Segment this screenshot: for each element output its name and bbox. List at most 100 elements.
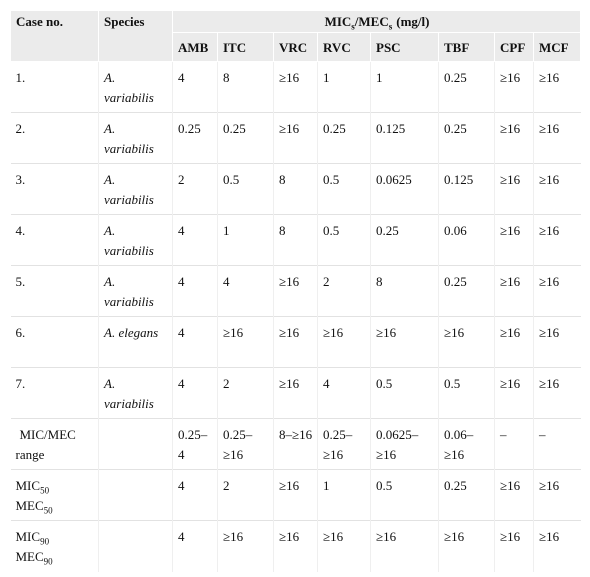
table-row: 3. A. variabilis 2 0.5 8 0.5 0.0625 0.125 ≥16 ≥16 [10, 163, 581, 215]
value-cell: 4 [172, 469, 218, 521]
species-cell: A. variabilis [98, 265, 173, 317]
value-cell: ≥16 [273, 112, 318, 164]
header-cell: TBF [438, 32, 495, 62]
species-cell: A. variabilis [98, 163, 173, 215]
value-cell: ≥16 [438, 520, 495, 572]
summary-label: MIC90 MEC90 [10, 520, 99, 572]
value-cell: 0.25–≥16 [217, 418, 274, 470]
value-cell: ≥16 [494, 469, 534, 521]
table-row: 6. A. elegans 4 ≥16 ≥16 ≥16 ≥16 ≥16 ≥16 ≥16 [10, 316, 581, 368]
value-cell: 8 [217, 61, 274, 113]
species-cell: A. variabilis [98, 214, 173, 266]
value-cell: 0.125 [370, 112, 439, 164]
mic-table: Case no. Species MICs/MECs (mg/l) AMB ITC V… [10, 10, 582, 572]
value-cell: 4 [317, 367, 371, 419]
header-cell: Case no. [10, 10, 99, 62]
text-part: MIC [15, 529, 41, 544]
value-cell: ≥16 [494, 367, 534, 419]
subscript: 90 [40, 536, 50, 547]
value-cell: 8 [273, 163, 318, 215]
case-cell: 6. [10, 316, 99, 368]
header-cell: Species [98, 10, 173, 62]
value-cell: 8 [273, 214, 318, 266]
value-cell: 4 [172, 61, 218, 113]
table-row: 1. A. variabilis 4 8 ≥16 1 1 0.25 ≥16 ≥16 [10, 61, 581, 113]
value-cell: ≥16 [532, 112, 581, 164]
table-row: 5. A. variabilis 4 4 ≥16 2 8 0.25 ≥16 ≥16 [10, 265, 581, 317]
text-part: /MEC [354, 14, 389, 29]
value-cell: 0.125 [438, 163, 495, 215]
text-part: MIC/MEC range [15, 427, 76, 462]
value-cell: 0.06 [438, 214, 495, 266]
header-cell: CPF [494, 32, 534, 62]
text-part: MIC [324, 14, 352, 29]
subscript: s [351, 21, 355, 32]
value-cell: ≥16 [532, 367, 581, 419]
value-cell: 0.25 [172, 112, 218, 164]
value-cell: – [532, 418, 581, 470]
header-cell: VRC [273, 32, 318, 62]
value-cell: ≥16 [494, 520, 534, 572]
value-cell: 1 [370, 61, 439, 113]
case-cell: 7. [10, 367, 99, 419]
value-cell: ≥16 [273, 316, 318, 368]
subscript: 50 [43, 505, 53, 516]
text-part: MIC [15, 478, 41, 493]
table-body: 1. A. variabilis 4 8 ≥16 1 1 0.25 ≥16 ≥16 2. A. var… [10, 61, 581, 572]
value-cell: ≥16 [317, 316, 371, 368]
value-cell: ≥16 [494, 163, 534, 215]
value-cell: 4 [172, 520, 218, 572]
value-cell: 0.0625 [370, 163, 439, 215]
header-cell: AMB [172, 32, 218, 62]
value-cell: ≥16 [532, 469, 581, 521]
case-cell: 5. [10, 265, 99, 317]
table-header: Case no. Species MICs/MECs (mg/l) AMB ITC V… [10, 10, 582, 62]
empty-cell [98, 520, 173, 572]
value-cell: ≥16 [438, 316, 495, 368]
species-cell: A. variabilis [98, 61, 173, 113]
table-row: 4. A. variabilis 4 1 8 0.5 0.25 0.06 ≥16 ≥16 [10, 214, 581, 266]
value-cell: 2 [217, 469, 274, 521]
label-line: MEC50 [16, 496, 95, 516]
value-cell: 0.25 [217, 112, 274, 164]
value-cell: 1 [317, 61, 371, 113]
value-cell: 0.5 [317, 163, 371, 215]
summary-row: MIC90 MEC90 4 ≥16 ≥16 ≥16 ≥16 ≥16 ≥16 ≥16 [10, 520, 581, 572]
value-cell: ≥16 [532, 265, 581, 317]
value-cell: 0.5 [370, 367, 439, 419]
value-cell: 0.5 [438, 367, 495, 419]
value-cell: ≥16 [317, 520, 371, 572]
value-cell: – [494, 418, 534, 470]
value-cell: ≥16 [532, 316, 581, 368]
subscript: 50 [40, 485, 50, 496]
value-cell: 4 [172, 214, 218, 266]
species-cell: A. variabilis [98, 112, 173, 164]
value-cell: ≥16 [370, 316, 439, 368]
case-cell: 4. [10, 214, 99, 266]
value-cell: 0.25 [438, 469, 495, 521]
text-part: (mg/l) [396, 14, 430, 29]
summary-label: MIC50 MEC50 [10, 469, 99, 521]
value-cell: 2 [172, 163, 218, 215]
value-cell: ≥16 [532, 61, 581, 113]
text-part: MEC [15, 498, 44, 513]
case-cell: 3. [10, 163, 99, 215]
value-cell: ≥16 [273, 469, 318, 521]
case-cell: 1. [10, 61, 99, 113]
value-cell: ≥16 [273, 61, 318, 113]
value-cell: 8 [370, 265, 439, 317]
value-cell: 0.25 [317, 112, 371, 164]
value-cell: 0.25–≥16 [317, 418, 371, 470]
text-part: MEC [15, 549, 44, 564]
value-cell: ≥16 [494, 112, 534, 164]
label-line: MEC90 [16, 547, 95, 567]
header-row: AMB ITC VRC RVC PSC TBF CPF MCF [11, 32, 582, 62]
value-cell: 4 [172, 316, 218, 368]
header-group: MICs/MECs (mg/l) [171, 10, 582, 33]
value-cell: 0.0625–≥16 [370, 418, 439, 470]
label-line: MIC90 [16, 527, 95, 547]
species-cell: A. elegans [98, 316, 173, 368]
value-cell: 0.25 [370, 214, 439, 266]
value-cell: 8–≥16 [273, 418, 318, 470]
